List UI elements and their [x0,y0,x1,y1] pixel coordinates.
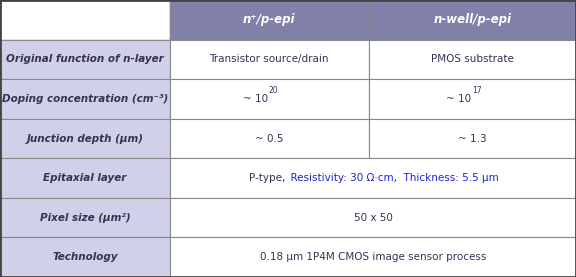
Bar [170,79,369,119]
Text: 20: 20 [268,86,278,95]
Text: Transistor source/drain: Transistor source/drain [210,54,329,64]
Text: PMOS substrate: PMOS substrate [431,54,514,64]
Text: P-type,: P-type, [249,173,285,183]
Text: Doping concentration (cm⁻³): Doping concentration (cm⁻³) [2,94,168,104]
Bar [170,237,576,277]
Text: n-well/p-epi: n-well/p-epi [433,13,511,26]
Text: 50 x 50: 50 x 50 [354,213,392,223]
Bar [0,237,170,277]
Bar [0,119,170,158]
Bar [0,40,170,79]
Text: 17: 17 [472,86,482,95]
Text: Technology: Technology [52,252,118,262]
Bar [0,158,170,198]
Text: 0.18 μm 1P4M CMOS image sensor process: 0.18 μm 1P4M CMOS image sensor process [260,252,486,262]
Text: Pixel size (μm²): Pixel size (μm²) [40,213,130,223]
Text: ~ 10: ~ 10 [243,94,268,104]
Text: Original function of n-layer: Original function of n-layer [6,54,164,64]
Bar [170,158,576,198]
Bar [170,40,369,79]
Bar [369,40,576,79]
Bar [0,0,170,40]
Bar [369,119,576,158]
Text: Epitaxial layer: Epitaxial layer [43,173,127,183]
Bar [0,198,170,237]
Text: ~ 1.3: ~ 1.3 [458,134,487,143]
Bar [369,79,576,119]
Text: n⁺/p-epi: n⁺/p-epi [243,13,295,26]
Bar [170,198,576,237]
Bar [170,0,369,40]
Text: Junction depth (μm): Junction depth (μm) [26,134,143,143]
Text: ~ 0.5: ~ 0.5 [255,134,283,143]
Text: ~ 10: ~ 10 [446,94,471,104]
Bar [369,0,576,40]
Text: Resistivity: 30 Ω·cm,  Thickness: 5.5 μm: Resistivity: 30 Ω·cm, Thickness: 5.5 μm [284,173,499,183]
Bar [0,79,170,119]
Bar [170,119,369,158]
